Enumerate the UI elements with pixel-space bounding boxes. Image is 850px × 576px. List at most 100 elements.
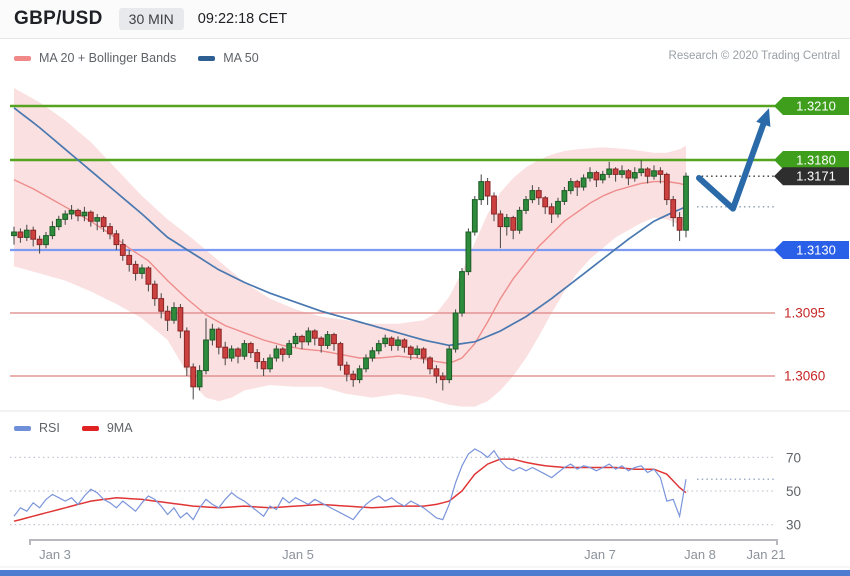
timeframe-badge[interactable]: 30 MIN (118, 8, 184, 30)
legend-label: MA 50 (223, 51, 259, 65)
rsi-level-label-30: 30 (786, 518, 801, 533)
legend-item-9ma[interactable]: 9MA (81, 421, 133, 435)
candle-body (567, 181, 574, 192)
candle-body (676, 217, 683, 231)
candle-body (247, 343, 254, 354)
x-tick-Jan-21: Jan 21 (746, 547, 785, 562)
candle-body (529, 190, 536, 201)
ma50-line (13, 107, 687, 347)
candle-body (68, 209, 75, 215)
candle-body (593, 172, 600, 181)
candle-body (459, 271, 465, 314)
candle-body (171, 307, 177, 321)
candle-body (631, 172, 638, 179)
candle-body (267, 357, 273, 370)
candle-body (151, 283, 158, 300)
candle-body (510, 217, 517, 231)
candle-body (94, 217, 101, 222)
price-text-1.3060: 1.3060 (784, 369, 825, 384)
candle-body (254, 352, 261, 363)
candle-body (401, 339, 408, 348)
candle-body (471, 199, 478, 233)
ma9-swatch-icon (81, 425, 99, 431)
candle-body (606, 168, 613, 175)
candle-body (663, 173, 670, 201)
candle-body (407, 346, 414, 355)
candle-body (311, 330, 318, 339)
candle-body (574, 181, 581, 188)
candle-body (49, 226, 56, 237)
main-legend: MA 20 + Bollinger Bands MA 50 (14, 51, 259, 65)
ma20-line (13, 179, 687, 365)
candle-body (183, 330, 190, 368)
candle-body (158, 298, 165, 312)
legend-item-ma20-bollinger[interactable]: MA 20 + Bollinger Bands (14, 51, 176, 65)
candle-body (126, 254, 133, 265)
candle-body (657, 170, 664, 175)
candle-body (273, 348, 280, 359)
candle-body (23, 229, 30, 238)
candle-body (670, 199, 677, 219)
candle-body (683, 175, 689, 231)
rsi-9ma-line (13, 458, 687, 522)
rsi-legend: RSI 9MA (14, 421, 133, 435)
candle-body (625, 170, 632, 179)
candle-body (561, 190, 568, 202)
candle-body (638, 168, 645, 174)
candle-body (17, 231, 24, 238)
candle-body (43, 235, 49, 246)
price-tag-1.3171 (774, 167, 849, 186)
candle-body (260, 361, 267, 370)
legend-item-ma50[interactable]: MA 50 (198, 51, 259, 65)
candle-body (190, 366, 197, 388)
price-tag-1.3180 (774, 151, 849, 169)
candle-body (612, 168, 619, 175)
price-text-1.3095: 1.3095 (784, 306, 825, 321)
candle-body (337, 343, 344, 366)
candle-body (375, 343, 382, 352)
candle-body (235, 348, 241, 357)
candle-body (75, 209, 81, 217)
legend-item-rsi[interactable]: RSI (14, 421, 60, 435)
candle-body (113, 233, 120, 246)
candlestick-series (11, 160, 689, 400)
rsi-line (13, 448, 687, 521)
x-axis-line (29, 539, 778, 545)
candle-body (587, 172, 593, 179)
legend-label: 9MA (106, 421, 133, 435)
price-tag-1.3130 (774, 241, 849, 259)
candle-body (503, 217, 510, 228)
bottom-accent-bar (0, 570, 850, 576)
candle-body (433, 368, 440, 377)
candle-body (209, 328, 216, 341)
candle-body (241, 343, 248, 357)
candle-body (81, 211, 88, 217)
candle-body (228, 348, 235, 359)
candle-body (363, 357, 369, 370)
candle-body (36, 238, 43, 246)
candle-body (446, 348, 453, 381)
price-levels (10, 104, 775, 377)
candle-body (599, 173, 606, 181)
candle-body (542, 197, 549, 208)
chart-header: GBP/USD 30 MIN 09:22:18 CET (0, 0, 850, 39)
candle-body (299, 335, 305, 343)
candle-body (343, 364, 350, 375)
candle-body (651, 170, 657, 177)
candle-body (356, 368, 363, 381)
candle-body (177, 307, 184, 332)
x-tick-Jan-3: Jan 3 (39, 547, 71, 562)
candle-body (292, 335, 299, 345)
candle-body (62, 213, 69, 220)
candle-body (580, 177, 587, 188)
candle-body (119, 244, 126, 256)
candle-body (11, 231, 17, 237)
candle-body (484, 181, 491, 197)
candle-body (132, 263, 139, 274)
ma20-swatch-icon (14, 55, 31, 61)
symbol-title: GBP/USD (14, 8, 103, 29)
candle-body (196, 370, 203, 388)
candle-body (478, 181, 485, 201)
